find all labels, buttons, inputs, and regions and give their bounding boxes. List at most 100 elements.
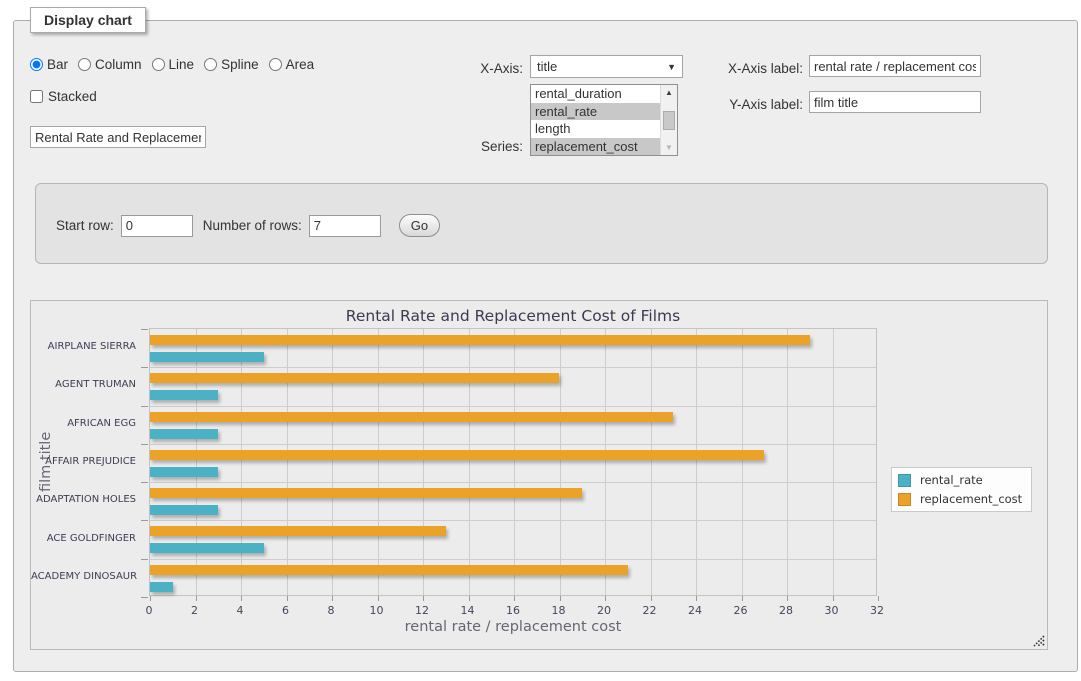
- series-scrollbar[interactable]: ▲ ▼: [660, 85, 677, 155]
- bar-replacement_cost: [150, 373, 560, 384]
- chart-type-radio-group: Bar Column Line Spline Area: [30, 57, 314, 72]
- chart-type-option-area[interactable]: Area: [268, 57, 315, 72]
- x-axis-label-input[interactable]: [809, 55, 981, 77]
- chart-title-input[interactable]: [30, 126, 206, 148]
- bar-replacement_cost: [150, 449, 765, 460]
- gridline-horizontal: [150, 443, 876, 445]
- fieldset-legend-text: Display chart: [44, 12, 132, 28]
- x-tick-label: 16: [506, 604, 520, 617]
- x-tick-mark: [787, 596, 788, 601]
- gridline-horizontal: [150, 482, 876, 484]
- scroll-down-icon[interactable]: ▼: [661, 140, 677, 155]
- series-option-length[interactable]: length: [535, 121, 571, 136]
- chevron-down-icon: ▼: [667, 61, 676, 72]
- fieldset-legend: Display chart: [30, 7, 146, 33]
- x-tick-label: 22: [642, 604, 657, 617]
- series-option-replacement_cost[interactable]: replacement_cost: [531, 137, 677, 155]
- x-axis-select[interactable]: title ▼: [530, 55, 683, 78]
- stacked-label: Stacked: [48, 89, 97, 104]
- legend-item-rental_rate: rental_rate: [898, 473, 1022, 487]
- y-tick-label: AIRPLANE SIERRA: [47, 341, 136, 353]
- series-multiselect[interactable]: rental_duration rental_rate length replacem…: [530, 84, 678, 156]
- gridline-horizontal: [150, 405, 876, 407]
- chart-type-label: Column: [95, 57, 142, 72]
- chart-container: Rental Rate and Replacement Cost of Film…: [30, 300, 1048, 650]
- y-tick-mark: [141, 558, 148, 560]
- series-option-rental_rate[interactable]: rental_rate: [531, 102, 677, 120]
- go-button[interactable]: Go: [398, 214, 441, 237]
- scroll-up-icon[interactable]: ▲: [661, 85, 677, 100]
- scrollbar-thumb[interactable]: [663, 111, 675, 130]
- num-rows-label: Number of rows:: [202, 218, 302, 233]
- x-tick-label: 18: [551, 604, 566, 617]
- gridline-vertical: [650, 329, 652, 595]
- x-tick-mark: [650, 596, 652, 601]
- x-axis-title: rental rate / replacement cost: [404, 619, 622, 635]
- legend-swatch-rental_rate: [898, 473, 911, 487]
- legend-label: rental_rate: [920, 473, 983, 487]
- series-option-rental_duration[interactable]: rental_duration: [535, 86, 622, 101]
- stacked-option[interactable]: Stacked: [30, 89, 97, 104]
- x-tick-label: 24: [688, 604, 702, 617]
- chart-type-option-line[interactable]: Line: [151, 57, 195, 72]
- chart-type-label: Line: [168, 57, 195, 72]
- x-tick-label: 26: [733, 604, 748, 617]
- chart-type-label: Bar: [47, 57, 69, 72]
- x-tick-label: 20: [597, 604, 611, 617]
- gridline-vertical: [696, 329, 697, 595]
- bar-rental_rate: [150, 466, 219, 477]
- gridline-vertical: [377, 329, 379, 595]
- chart-type-radio-column[interactable]: [78, 58, 92, 71]
- gridline-vertical: [468, 329, 470, 595]
- num-rows-input[interactable]: [308, 214, 381, 237]
- chart-legend: rental_rate replacement_cost: [891, 467, 1033, 512]
- start-row-label: Start row:: [56, 218, 114, 233]
- bar-rental_rate: [150, 428, 219, 439]
- y-axis-label-field-label: Y-Axis label:: [729, 97, 803, 112]
- y-tick-label: AFRICAN EGG: [67, 417, 136, 429]
- chart-type-option-column[interactable]: Column: [78, 57, 142, 72]
- bar-rental_rate: [150, 505, 219, 516]
- chart-type-radio-bar[interactable]: [30, 58, 43, 71]
- x-tick-label: 2: [191, 604, 198, 617]
- chart-type-radio-line[interactable]: [151, 58, 165, 71]
- x-tick-label: 6: [282, 604, 289, 617]
- plot-area: [141, 328, 879, 601]
- x-tick-label: 12: [415, 604, 429, 617]
- x-tick-mark: [832, 596, 834, 601]
- gridline-horizontal: [150, 367, 876, 369]
- y-axis-label-input[interactable]: [809, 91, 981, 113]
- x-tick-mark: [195, 596, 197, 601]
- x-tick-label: 8: [327, 604, 335, 617]
- x-tick-mark: [468, 596, 470, 601]
- series-field-label: Series:: [480, 139, 523, 154]
- chart-type-radio-area[interactable]: [268, 58, 282, 71]
- bar-rental_rate: [150, 390, 219, 401]
- legend-swatch-replacement_cost: [898, 492, 911, 506]
- legend-item-replacement_cost: replacement_cost: [898, 492, 1022, 506]
- y-tick-mark: [141, 482, 148, 484]
- x-tick-mark: [423, 596, 424, 601]
- gridline-vertical: [832, 329, 834, 595]
- chart-title: Rental Rate and Replacement Cost of Film…: [345, 307, 681, 325]
- resize-handle-icon[interactable]: [1032, 634, 1045, 647]
- gridline-vertical: [423, 329, 424, 595]
- chart-type-radio-spline[interactable]: [204, 58, 218, 71]
- bar-rental_rate: [150, 352, 264, 362]
- x-tick-mark: [605, 596, 606, 601]
- start-row-input[interactable]: [120, 214, 193, 237]
- y-tick-mark: [141, 329, 148, 330]
- gridline-vertical: [605, 329, 606, 595]
- x-axis-label-field-label: X-Axis label:: [727, 61, 803, 76]
- chart-type-option-bar[interactable]: Bar: [30, 57, 68, 72]
- x-tick-mark: [377, 596, 379, 601]
- x-axis-field-label: X-Axis:: [480, 61, 523, 76]
- gridline-horizontal: [150, 520, 876, 522]
- chart-type-option-spline[interactable]: Spline: [204, 57, 259, 72]
- stacked-checkbox[interactable]: [30, 90, 43, 103]
- x-tick-label: 32: [870, 604, 884, 617]
- gridline-vertical: [787, 329, 788, 595]
- chart-type-label: Area: [285, 57, 315, 72]
- gridline-vertical: [559, 329, 561, 595]
